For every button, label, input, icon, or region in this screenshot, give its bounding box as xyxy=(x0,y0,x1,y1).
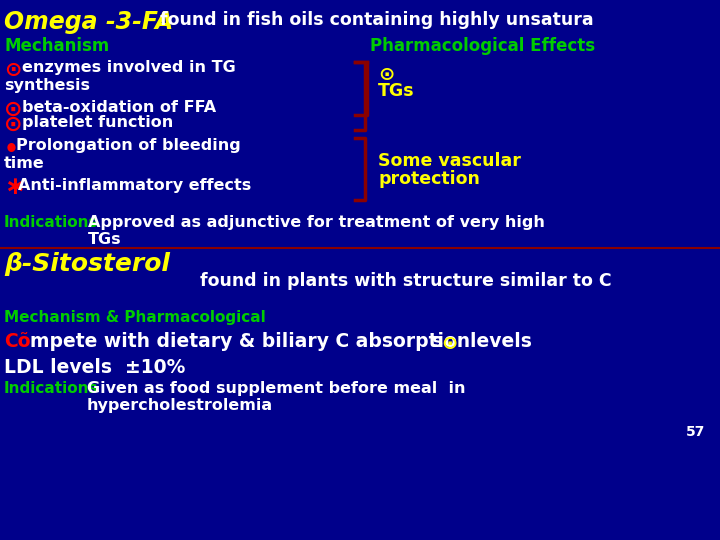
Text: time: time xyxy=(4,156,45,171)
Text: 57: 57 xyxy=(685,425,705,439)
Text: ∗: ∗ xyxy=(4,175,25,199)
Text: Prolongation of bleeding: Prolongation of bleeding xyxy=(16,138,240,153)
Text: mpete with dietary & biliary C absorption: mpete with dietary & biliary C absorptio… xyxy=(30,332,470,351)
Text: Approved as adjunctive for treatment of very high: Approved as adjunctive for treatment of … xyxy=(88,215,545,230)
Text: ⊙: ⊙ xyxy=(4,60,22,80)
Text: Anti-inflammatory effects: Anti-inflammatory effects xyxy=(18,178,251,193)
Text: s: s xyxy=(432,332,443,351)
Text: •: • xyxy=(4,138,19,162)
Text: LDL levels  ±10%: LDL levels ±10% xyxy=(4,358,185,377)
Text: Cõ: Cõ xyxy=(4,332,30,351)
Text: Indications: Indications xyxy=(4,381,99,396)
Text: protection: protection xyxy=(378,170,480,188)
Text: hypercholestrolemia: hypercholestrolemia xyxy=(87,398,273,413)
Text: Omega -3-FA: Omega -3-FA xyxy=(4,10,174,34)
Text: enzymes involved in TG: enzymes involved in TG xyxy=(22,60,235,75)
Text: synthesis: synthesis xyxy=(4,78,90,93)
Text: found in plants with structure similar to C: found in plants with structure similar t… xyxy=(200,272,611,290)
Text: Given as food supplement before meal  in: Given as food supplement before meal in xyxy=(87,381,466,396)
Text: β-Sitosterol: β-Sitosterol xyxy=(4,252,170,276)
Text: ⊙: ⊙ xyxy=(4,100,22,120)
Text: ⊙: ⊙ xyxy=(441,334,457,353)
Text: Indications: Indications xyxy=(4,215,99,230)
Text: TGs: TGs xyxy=(378,82,415,100)
Text: ⊙: ⊙ xyxy=(378,65,395,84)
Text: beta-oxidation of FFA: beta-oxidation of FFA xyxy=(22,100,216,115)
Text: Some vascular: Some vascular xyxy=(378,152,521,170)
Text: platelet function: platelet function xyxy=(22,115,174,130)
Text: TGs: TGs xyxy=(88,232,122,247)
Text: Mechanism & Pharmacological: Mechanism & Pharmacological xyxy=(4,310,266,325)
Text: ⊙: ⊙ xyxy=(4,115,22,135)
Text: Mechanism: Mechanism xyxy=(4,37,109,55)
Text: Pharmacological Effects: Pharmacological Effects xyxy=(370,37,595,55)
Text: found in fish oils containing highly unsatura: found in fish oils containing highly uns… xyxy=(160,11,593,29)
Text: levels: levels xyxy=(457,332,532,351)
